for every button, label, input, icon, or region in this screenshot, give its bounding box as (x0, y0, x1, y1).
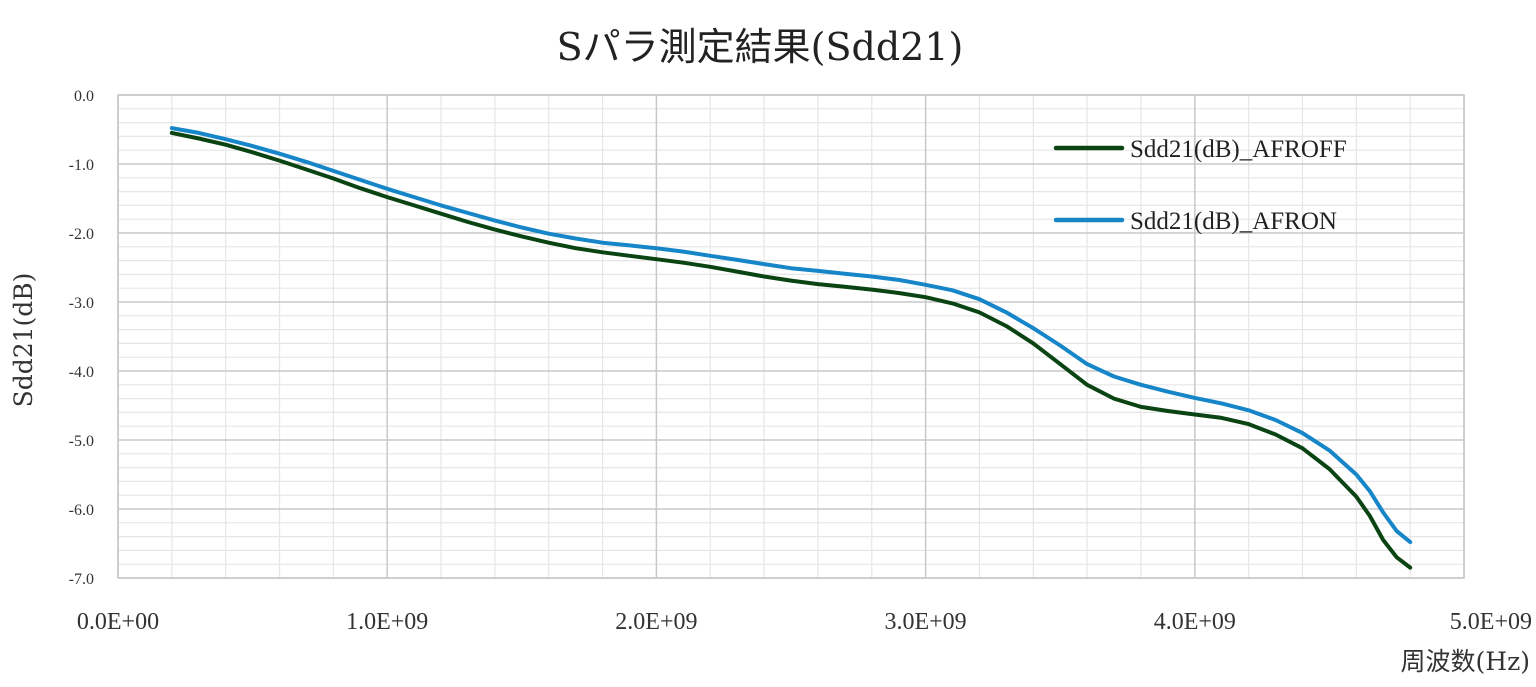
y-tick-label: -7.0 (69, 571, 94, 588)
legend: Sdd21(dB)_AFROFF Sdd21(dB)_AFRON (1053, 136, 1347, 235)
x-tick-label: 4.0E+09 (1154, 609, 1236, 635)
series-layer (169, 126, 1413, 570)
y-tick-label: 0.0 (74, 88, 94, 105)
chart-title: Sパラ測定結果(Sdd21) (557, 25, 964, 69)
legend-label: Sdd21(dB)_AFROFF (1130, 136, 1347, 163)
x-axis-tick-labels: 0.0E+00 1.0E+09 2.0E+09 3.0E+09 4.0E+09 5.0E+… (77, 609, 1532, 635)
x-tick-label: 2.0E+09 (615, 609, 697, 635)
x-axis-label: 周波数(Hz) (1401, 647, 1530, 676)
y-axis-tick-labels: 0.0 -1.0 -2.0 -3.0 -4.0 -5.0 -6.0 -7.0 (69, 88, 94, 588)
series-line (169, 126, 1413, 545)
y-tick-label: -5.0 (69, 433, 94, 450)
x-tick-label: 3.0E+09 (884, 609, 966, 635)
y-tick-label: -1.0 (69, 157, 94, 174)
y-tick-label: -6.0 (69, 502, 94, 519)
x-tick-label: 5.0E+09 (1450, 609, 1532, 635)
y-axis-label: Sdd21(dB) (9, 273, 38, 408)
series-line (169, 130, 1413, 570)
y-tick-label: -4.0 (69, 364, 94, 381)
minor-gridlines (118, 95, 1464, 578)
plot-frame (117, 94, 1465, 579)
y-tick-label: -3.0 (69, 295, 94, 312)
y-tick-label: -2.0 (69, 226, 94, 243)
x-tick-label: 0.0E+00 (77, 609, 159, 635)
x-tick-label: 1.0E+09 (346, 609, 428, 635)
legend-label: Sdd21(dB)_AFRON (1130, 208, 1337, 235)
